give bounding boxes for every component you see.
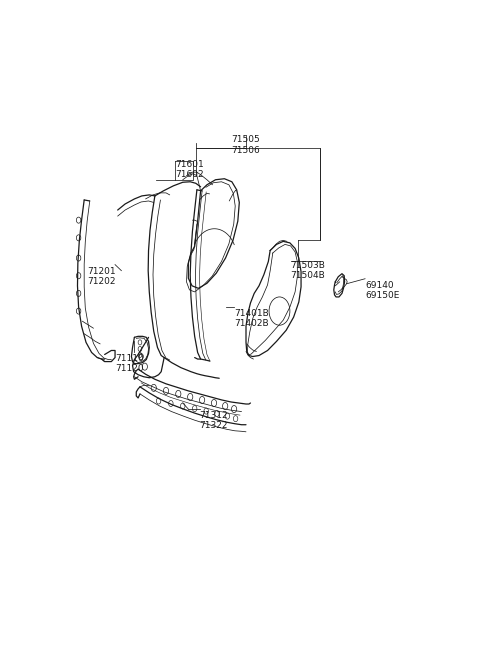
Text: 71312
71322: 71312 71322 [200, 411, 228, 430]
Text: 71503B
71504B: 71503B 71504B [290, 260, 325, 280]
Text: 69140
69150E: 69140 69150E [365, 281, 399, 300]
Text: 71505
71506: 71505 71506 [232, 135, 260, 155]
Text: 71401B
71402B: 71401B 71402B [234, 308, 269, 328]
Text: 71110
71120: 71110 71120 [115, 354, 144, 373]
Text: 71601
71602: 71601 71602 [175, 159, 204, 179]
Text: 71201
71202: 71201 71202 [87, 266, 115, 286]
